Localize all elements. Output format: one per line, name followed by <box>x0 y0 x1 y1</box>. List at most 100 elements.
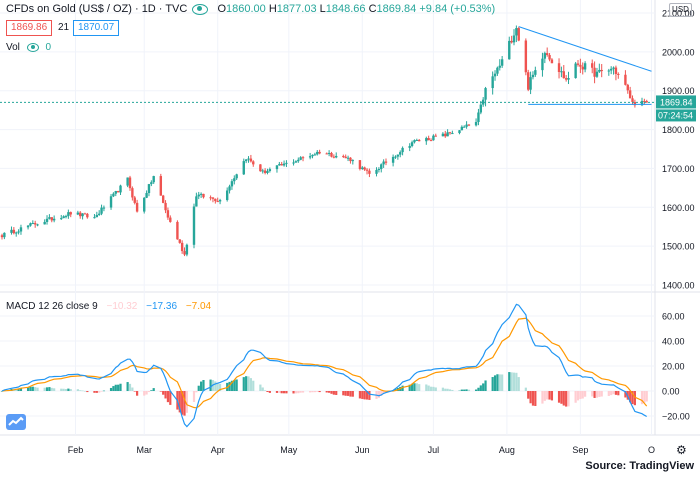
trendline[interactable] <box>518 26 652 72</box>
macd-histogram-bar <box>546 391 549 400</box>
macd-histogram-bar <box>614 391 618 395</box>
macd-histogram-bar <box>460 389 463 391</box>
candle-body <box>247 158 250 160</box>
candle-body <box>259 164 262 172</box>
candle-body <box>427 138 430 141</box>
candle-body <box>346 157 350 159</box>
candle-body <box>425 138 428 142</box>
candle-body <box>266 171 269 173</box>
macd-histogram-bar <box>69 389 72 391</box>
macd-histogram-bar <box>297 391 300 394</box>
macd-histogram-bar <box>218 383 222 391</box>
candle-body <box>33 223 37 225</box>
macd-histogram-bar <box>216 382 219 391</box>
macd-histogram-bar <box>624 391 627 398</box>
candle-body <box>48 217 51 219</box>
time-tick-label: O <box>648 445 655 455</box>
macd-signal-line <box>1 317 648 409</box>
candle-body <box>384 161 388 163</box>
macd-histogram-bar <box>434 387 437 391</box>
macd-histogram-bar <box>309 391 312 393</box>
macd-histogram-bar <box>166 391 170 403</box>
candle-body <box>211 197 215 199</box>
candle-body <box>282 163 286 166</box>
candle-body <box>0 235 4 238</box>
candle-body <box>29 223 32 226</box>
last-price-label: 1869.84 <box>660 97 693 107</box>
macd-histogram-bar <box>67 388 70 391</box>
candle-body <box>280 164 283 166</box>
price-tick-label: 2100.00 <box>662 9 695 19</box>
candle-body <box>17 231 20 233</box>
candle-body <box>508 40 511 60</box>
candle-body <box>225 190 229 201</box>
candle-body <box>69 212 72 215</box>
macd-tick-label: 40.00 <box>662 337 685 347</box>
gear-icon[interactable]: ⚙ <box>676 443 687 457</box>
volume-eye-icon[interactable] <box>26 42 39 52</box>
candle-body <box>363 167 366 170</box>
macd-histogram-bar <box>202 380 205 391</box>
macd-histogram-bar <box>261 387 264 391</box>
candle-body <box>278 164 281 166</box>
candle-body <box>645 101 648 103</box>
macd-histogram-bar <box>268 391 271 393</box>
candle-body <box>242 161 245 175</box>
macd-histogram-bar <box>209 379 212 391</box>
macd-histogram-bar <box>448 389 452 391</box>
candle-body <box>133 197 136 203</box>
candle-body <box>479 104 483 113</box>
visibility-eye-icon[interactable] <box>192 3 209 15</box>
macd-histogram-bar <box>245 376 248 391</box>
candle-body <box>143 197 146 212</box>
candle-body <box>441 133 445 137</box>
candle-body <box>209 197 212 199</box>
candle-body <box>595 71 599 77</box>
candle-body <box>178 239 181 243</box>
macd-histogram-bar <box>600 391 603 397</box>
price-tick-label: 1500.00 <box>662 242 695 252</box>
candle-body <box>643 100 646 102</box>
buy-price-button[interactable]: 1870.07 <box>73 20 120 36</box>
macd-histogram-bar <box>550 391 554 401</box>
candle-body <box>465 124 468 127</box>
candle-body <box>97 213 101 215</box>
last-price-badge <box>656 95 696 109</box>
macd-histogram-bar <box>413 383 416 391</box>
sell-price-button[interactable]: 1869.86 <box>6 20 53 36</box>
tradingview-logo-icon[interactable] <box>6 414 26 430</box>
macd-histogram-bar <box>418 384 421 391</box>
macd-histogram-bar <box>294 391 298 394</box>
candle-body <box>109 196 113 208</box>
macd-title[interactable]: MACD 12 26 close 9 <box>6 301 98 312</box>
candle-body <box>593 67 596 77</box>
candle-body <box>233 178 236 182</box>
symbol-title[interactable]: CFDs on Gold (US$ / OZ) · 1D · TVC <box>6 3 188 15</box>
candle-body <box>541 58 544 71</box>
macd-histogram-bar <box>100 391 103 392</box>
candle-body <box>598 69 601 72</box>
candle-body <box>3 232 6 238</box>
macd-histogram-bar <box>410 383 414 391</box>
candle-body <box>50 217 53 221</box>
candle-body <box>581 66 584 70</box>
macd-histogram-bar <box>31 386 34 391</box>
candle-body <box>574 63 577 79</box>
macd-histogram-bar <box>19 388 23 391</box>
macd-histogram-bar <box>29 386 32 391</box>
macd-histogram-bar <box>247 376 250 391</box>
candle-body <box>591 63 594 68</box>
candle-body <box>316 151 319 155</box>
candle-body <box>529 77 532 90</box>
time-tick-label: Aug <box>499 445 515 455</box>
macd-histogram-bar <box>446 388 449 391</box>
macd-histogram-bar <box>62 388 65 391</box>
candle-body <box>344 156 347 159</box>
currency-badge[interactable]: USD <box>669 3 692 17</box>
macd-histogram-bar <box>53 388 56 391</box>
macd-histogram-bar <box>249 378 252 391</box>
macd-histogram-bar <box>365 391 369 400</box>
macd-histogram-bar <box>299 391 302 393</box>
macd-histogram-bar <box>349 391 352 397</box>
